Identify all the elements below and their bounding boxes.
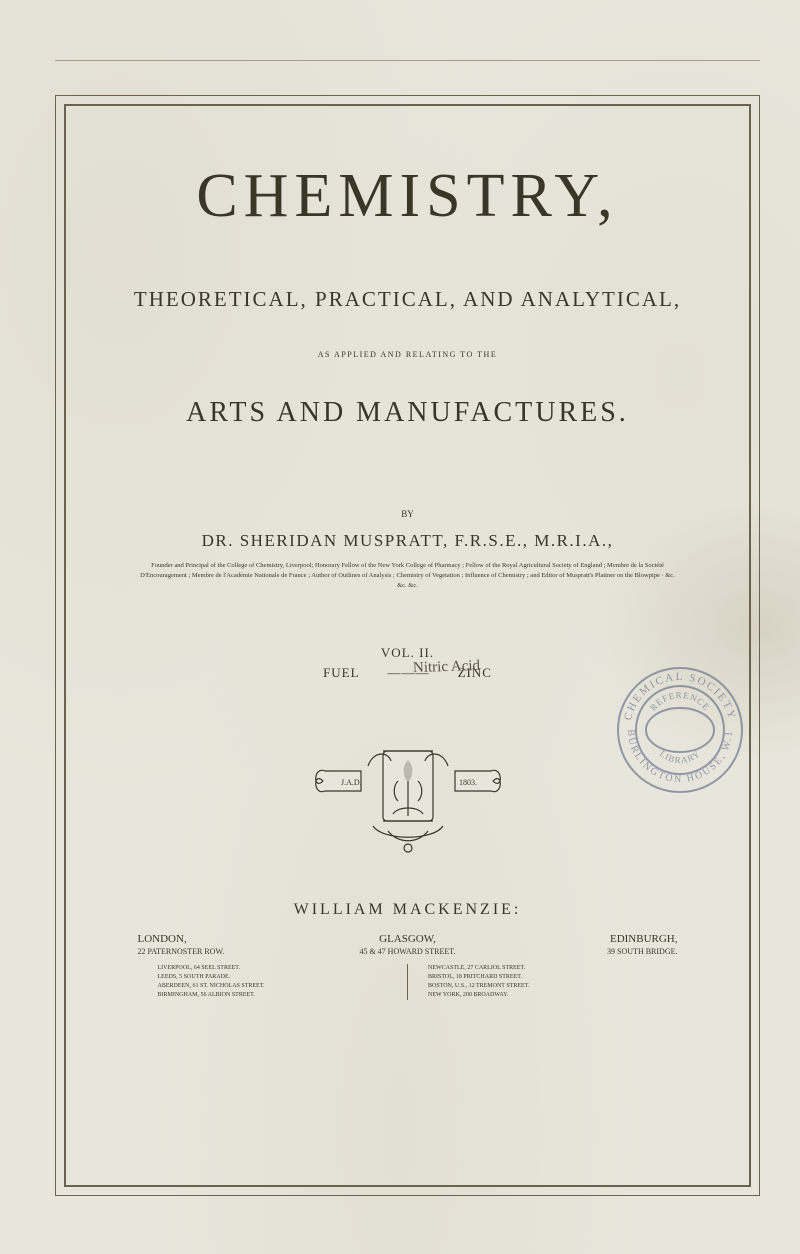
branch-line: NEWCASTLE, 27 CARLIOL STREET.	[428, 964, 658, 973]
branch-addresses: LIVERPOOL, 64 SEEL STREET. LEEDS, 5 SOUT…	[158, 964, 658, 1000]
branch-line: BIRMINGHAM, 56 ALBION STREET.	[158, 991, 388, 1000]
city-glasgow: GLASGOW,	[318, 933, 498, 945]
branch-line: LIVERPOOL, 64 SEEL STREET.	[158, 964, 388, 973]
ornament-date: 1803.	[459, 778, 477, 787]
top-rule	[55, 60, 760, 61]
inner-border: CHEMISTRY, THEORETICAL, PRACTICAL, AND A…	[64, 104, 751, 1187]
branch-line: BOSTON, U.S., 12 TREMONT STREET.	[428, 982, 658, 991]
branch-line: LEEDS, 5 SOUTH PARADE.	[158, 973, 388, 982]
subtitle: THEORETICAL, PRACTICAL, AND ANALYTICAL,	[106, 287, 709, 312]
city-london: LONDON,	[138, 933, 318, 945]
branch-line: BRISTOL, 18 PRITCHARD STREET.	[428, 973, 658, 982]
column-divider	[407, 964, 408, 1000]
author-line: DR. SHERIDAN MUSPRATT, F.R.S.E., M.R.I.A…	[202, 531, 614, 551]
address-row: 22 PATERNOSTER ROW. 45 & 47 HOWARD STREE…	[138, 947, 678, 956]
arts-line: ARTS AND MANUFACTURES.	[186, 397, 629, 429]
fuel-label: FUEL	[323, 665, 359, 680]
volume-block: VOL. II. Nitric Acid FUEL ——— ZINC	[323, 645, 492, 681]
by-line: BY	[401, 509, 414, 519]
device-ornament-svg: J.A.D. 1803.	[313, 726, 503, 856]
branch-col-right: NEWCASTLE, 27 CARLIOL STREET. BRISTOL, 1…	[428, 964, 658, 1000]
branch-line: ABERDEEN, 61 ST. NICHOLAS STREET.	[158, 982, 388, 991]
applied-line: AS APPLIED AND RELATING TO THE	[318, 350, 497, 359]
publisher: WILLIAM MACKENZIE:	[294, 901, 522, 919]
outer-border: CHEMISTRY, THEORETICAL, PRACTICAL, AND A…	[55, 95, 760, 1196]
addr-london: 22 PATERNOSTER ROW.	[138, 947, 318, 956]
branch-col-left: LIVERPOOL, 64 SEEL STREET. LEEDS, 5 SOUT…	[158, 964, 388, 1000]
handwritten-annotation: Nitric Acid	[413, 658, 481, 677]
author-credentials: Founder and Principal of the College of …	[138, 561, 678, 590]
book-title: CHEMISTRY,	[196, 161, 618, 232]
ornament-left-text: J.A.D.	[341, 778, 362, 787]
cities-row: LONDON, GLASGOW, EDINBURGH,	[138, 933, 678, 945]
branch-line: NEW YORK, 200 BROADWAY.	[428, 991, 658, 1000]
city-edinburgh: EDINBURGH,	[498, 933, 678, 945]
addr-glasgow: 45 & 47 HOWARD STREET.	[318, 947, 498, 956]
addr-edinburgh: 39 SOUTH BRIDGE.	[498, 947, 678, 956]
printers-device: J.A.D. 1803.	[313, 726, 503, 856]
